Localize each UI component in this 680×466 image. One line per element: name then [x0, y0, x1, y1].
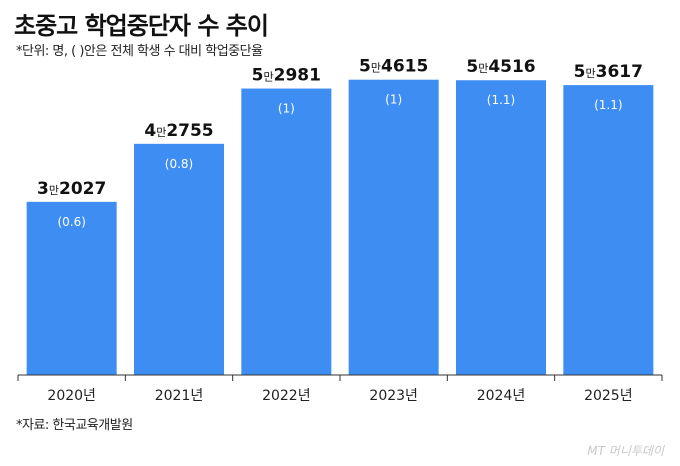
x-tick-label: 2024년 [477, 388, 526, 404]
value-lead: 5 [574, 62, 586, 82]
bar-value-label: 5만4615 [359, 57, 428, 77]
value-unit: 만 [371, 62, 381, 75]
bar-value-label: 5만3617 [574, 62, 643, 82]
x-axis-ticks: 2020년 2021년 2022년 2023년 2024년 2025년 [17, 375, 663, 404]
bar-2 [134, 143, 224, 375]
watermark-logo: MT 머니투데이 [587, 444, 664, 458]
value-rest: 4615 [381, 57, 428, 77]
bar-5 [456, 80, 546, 375]
value-lead: 5 [359, 57, 371, 77]
bar-4 [348, 79, 439, 375]
chart-title: 초중고 학업중단자 수 추이 [14, 12, 269, 40]
value-rest: 2027 [59, 179, 106, 199]
value-unit: 만 [586, 67, 596, 80]
bar-rate-label: (1.1) [487, 93, 515, 107]
value-lead: 5 [252, 66, 264, 86]
x-tick-label: 2023년 [369, 388, 418, 404]
bar-rate-label: (0.8) [165, 157, 193, 171]
x-tick-label: 2021년 [155, 388, 204, 404]
bar-3 [241, 88, 332, 376]
source-note: *자료: 한국교육개발원 [16, 418, 133, 433]
bar-rate-label: (1) [278, 102, 295, 116]
bar-rate-label: (1) [385, 93, 402, 107]
bar-value-label: 5만2981 [252, 66, 321, 86]
bar-6 [563, 85, 654, 375]
value-lead: 4 [144, 121, 156, 141]
value-unit: 만 [478, 62, 488, 75]
value-rest: 2755 [166, 121, 213, 141]
value-lead: 5 [466, 57, 478, 77]
value-unit: 만 [49, 184, 59, 197]
value-unit: 만 [156, 126, 166, 139]
bar-rate-label: (0.6) [57, 215, 85, 229]
value-lead: 3 [37, 179, 49, 199]
bar-value-label: 4만2755 [144, 121, 213, 141]
bar-1 [26, 201, 117, 375]
bar-rate-label: (1.1) [594, 98, 622, 112]
value-rest: 2981 [274, 66, 321, 86]
chart-subtitle: *단위: 명, ( )안은 전체 학생 수 대비 학업중단율 [16, 44, 263, 59]
x-tick-label: 2022년 [262, 388, 311, 404]
value-rest: 4516 [488, 57, 535, 77]
bar-value-label: 5만4516 [466, 57, 535, 77]
value-rest: 3617 [596, 62, 643, 82]
bar-value-label: 3만2027 [37, 179, 106, 199]
bars-group: 3만2027(0.6)4만2755(0.8)5만2981(1)5만4615(1)… [26, 57, 654, 376]
value-unit: 만 [264, 71, 274, 84]
x-tick-label: 2025년 [584, 388, 633, 404]
x-tick-label: 2020년 [47, 388, 96, 404]
